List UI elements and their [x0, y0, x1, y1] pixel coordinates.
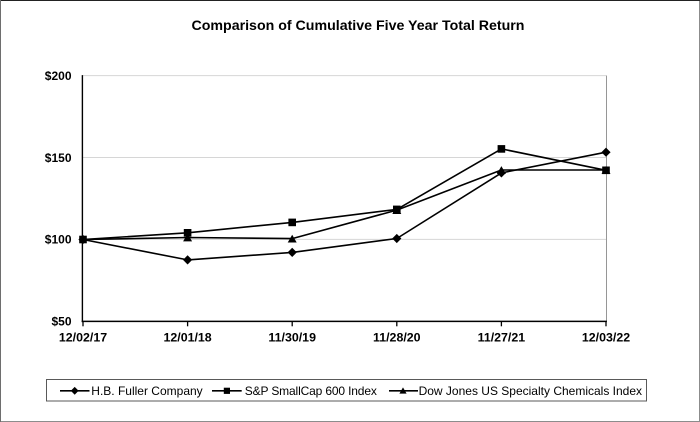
svg-text:$200: $200	[45, 69, 72, 83]
svg-text:$100: $100	[45, 233, 72, 247]
svg-text:$150: $150	[45, 151, 72, 165]
svg-text:12/02/17: 12/02/17	[59, 330, 107, 344]
svg-text:Comparison of Cumulative Five: Comparison of Cumulative Five Year Total…	[192, 18, 525, 34]
svg-text:Dow Jones US Specialty Chemica: Dow Jones US Specialty Chemicals Index	[419, 384, 642, 398]
svg-text:$50: $50	[51, 315, 71, 329]
svg-text:11/27/21: 11/27/21	[478, 330, 526, 344]
svg-text:12/01/18: 12/01/18	[163, 330, 211, 344]
svg-text:11/30/19: 11/30/19	[268, 330, 316, 344]
svg-text:11/28/20: 11/28/20	[373, 330, 421, 344]
svg-text:12/03/22: 12/03/22	[582, 330, 630, 344]
svg-text:H.B. Fuller Company: H.B. Fuller Company	[91, 384, 202, 398]
svg-text:S&P SmallCap 600 Index: S&P SmallCap 600 Index	[245, 384, 377, 398]
